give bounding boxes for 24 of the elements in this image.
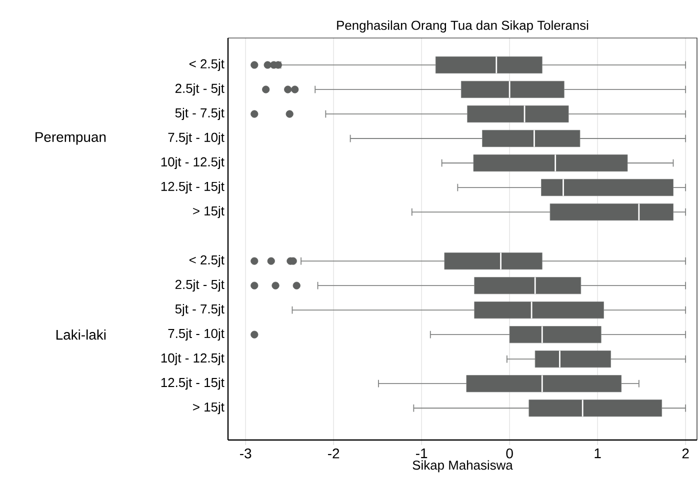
y-tick-label: 12.5jt - 15jt: [161, 181, 224, 194]
y-tick-label: > 15jt: [193, 206, 224, 218]
x-tick-label: -2: [328, 448, 340, 458]
y-tick-label: < 2.5jt: [189, 58, 224, 71]
y-tick-label: 7.5jt - 10jt: [168, 132, 224, 145]
x-tick-label: -1: [416, 448, 428, 458]
text: Perempuan: [36, 132, 106, 145]
y-tick-label: < 2.5jt: [189, 255, 224, 268]
x-tick-label: 0: [506, 448, 513, 458]
y-tick-label: 10jt - 12.5jt: [161, 353, 224, 366]
y-tick-label: > 15jt: [193, 402, 224, 414]
y-tick-label: 2.5jt - 5jt: [175, 83, 224, 96]
y-tick-label: 5jt - 7.5jt: [175, 108, 224, 120]
y-tick-label: 7.5jt - 10jt: [168, 328, 224, 341]
y-tick-label: 10jt - 12.5jt: [161, 156, 224, 170]
x-tick-label: -3: [240, 448, 252, 458]
y-tick-label: 5jt - 7.5jt: [175, 304, 224, 316]
x-axis-title: Sikap Mahasiswa: [412, 460, 513, 472]
y-tick-label: 2.5jt - 5jt: [175, 280, 224, 292]
chart-title: Penghasilan Orang Tua dan Sikap Toleransi: [337, 20, 588, 32]
y-tick-label: 12.5jt - 15jt: [161, 378, 224, 390]
text: Laki-laki: [56, 329, 106, 340]
x-tick-label: 2: [682, 448, 689, 458]
x-tick-label: 1: [594, 448, 601, 458]
